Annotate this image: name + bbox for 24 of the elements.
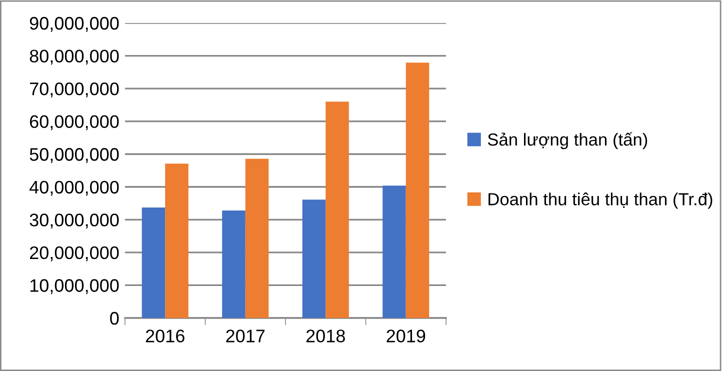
y-tick-label: 20,000,000: [30, 246, 119, 262]
bar: [302, 200, 326, 318]
bar: [406, 62, 430, 318]
bar: [245, 158, 269, 318]
y-tick-label: 80,000,000: [30, 50, 119, 65]
y-tick-label: 60,000,000: [30, 115, 119, 130]
x-tick-label: 2019: [386, 330, 426, 342]
y-tick-label: 40,000,000: [30, 180, 119, 196]
y-tick-label: 0: [110, 312, 119, 325]
y-tick-label: 50,000,000: [30, 148, 119, 163]
bar: [165, 164, 188, 318]
y-tick-label: 10,000,000: [30, 279, 119, 294]
legend-label: Sản lượng than (tấn): [488, 132, 648, 150]
bar: [222, 210, 246, 318]
y-tick-label: 70,000,000: [30, 82, 119, 98]
bar: [326, 102, 349, 318]
y-tick-label: 90,000,000: [30, 16, 119, 32]
x-tick-label: 2018: [306, 330, 345, 342]
x-tick-label: 2017: [226, 330, 265, 342]
y-tick-label: 30,000,000: [30, 214, 119, 229]
bar: [382, 186, 406, 318]
legend-label: Doanh thu tiêu thụ than (Tr.đ): [488, 192, 712, 209]
bar: [142, 208, 166, 318]
x-tick-label: 2016: [146, 330, 184, 342]
